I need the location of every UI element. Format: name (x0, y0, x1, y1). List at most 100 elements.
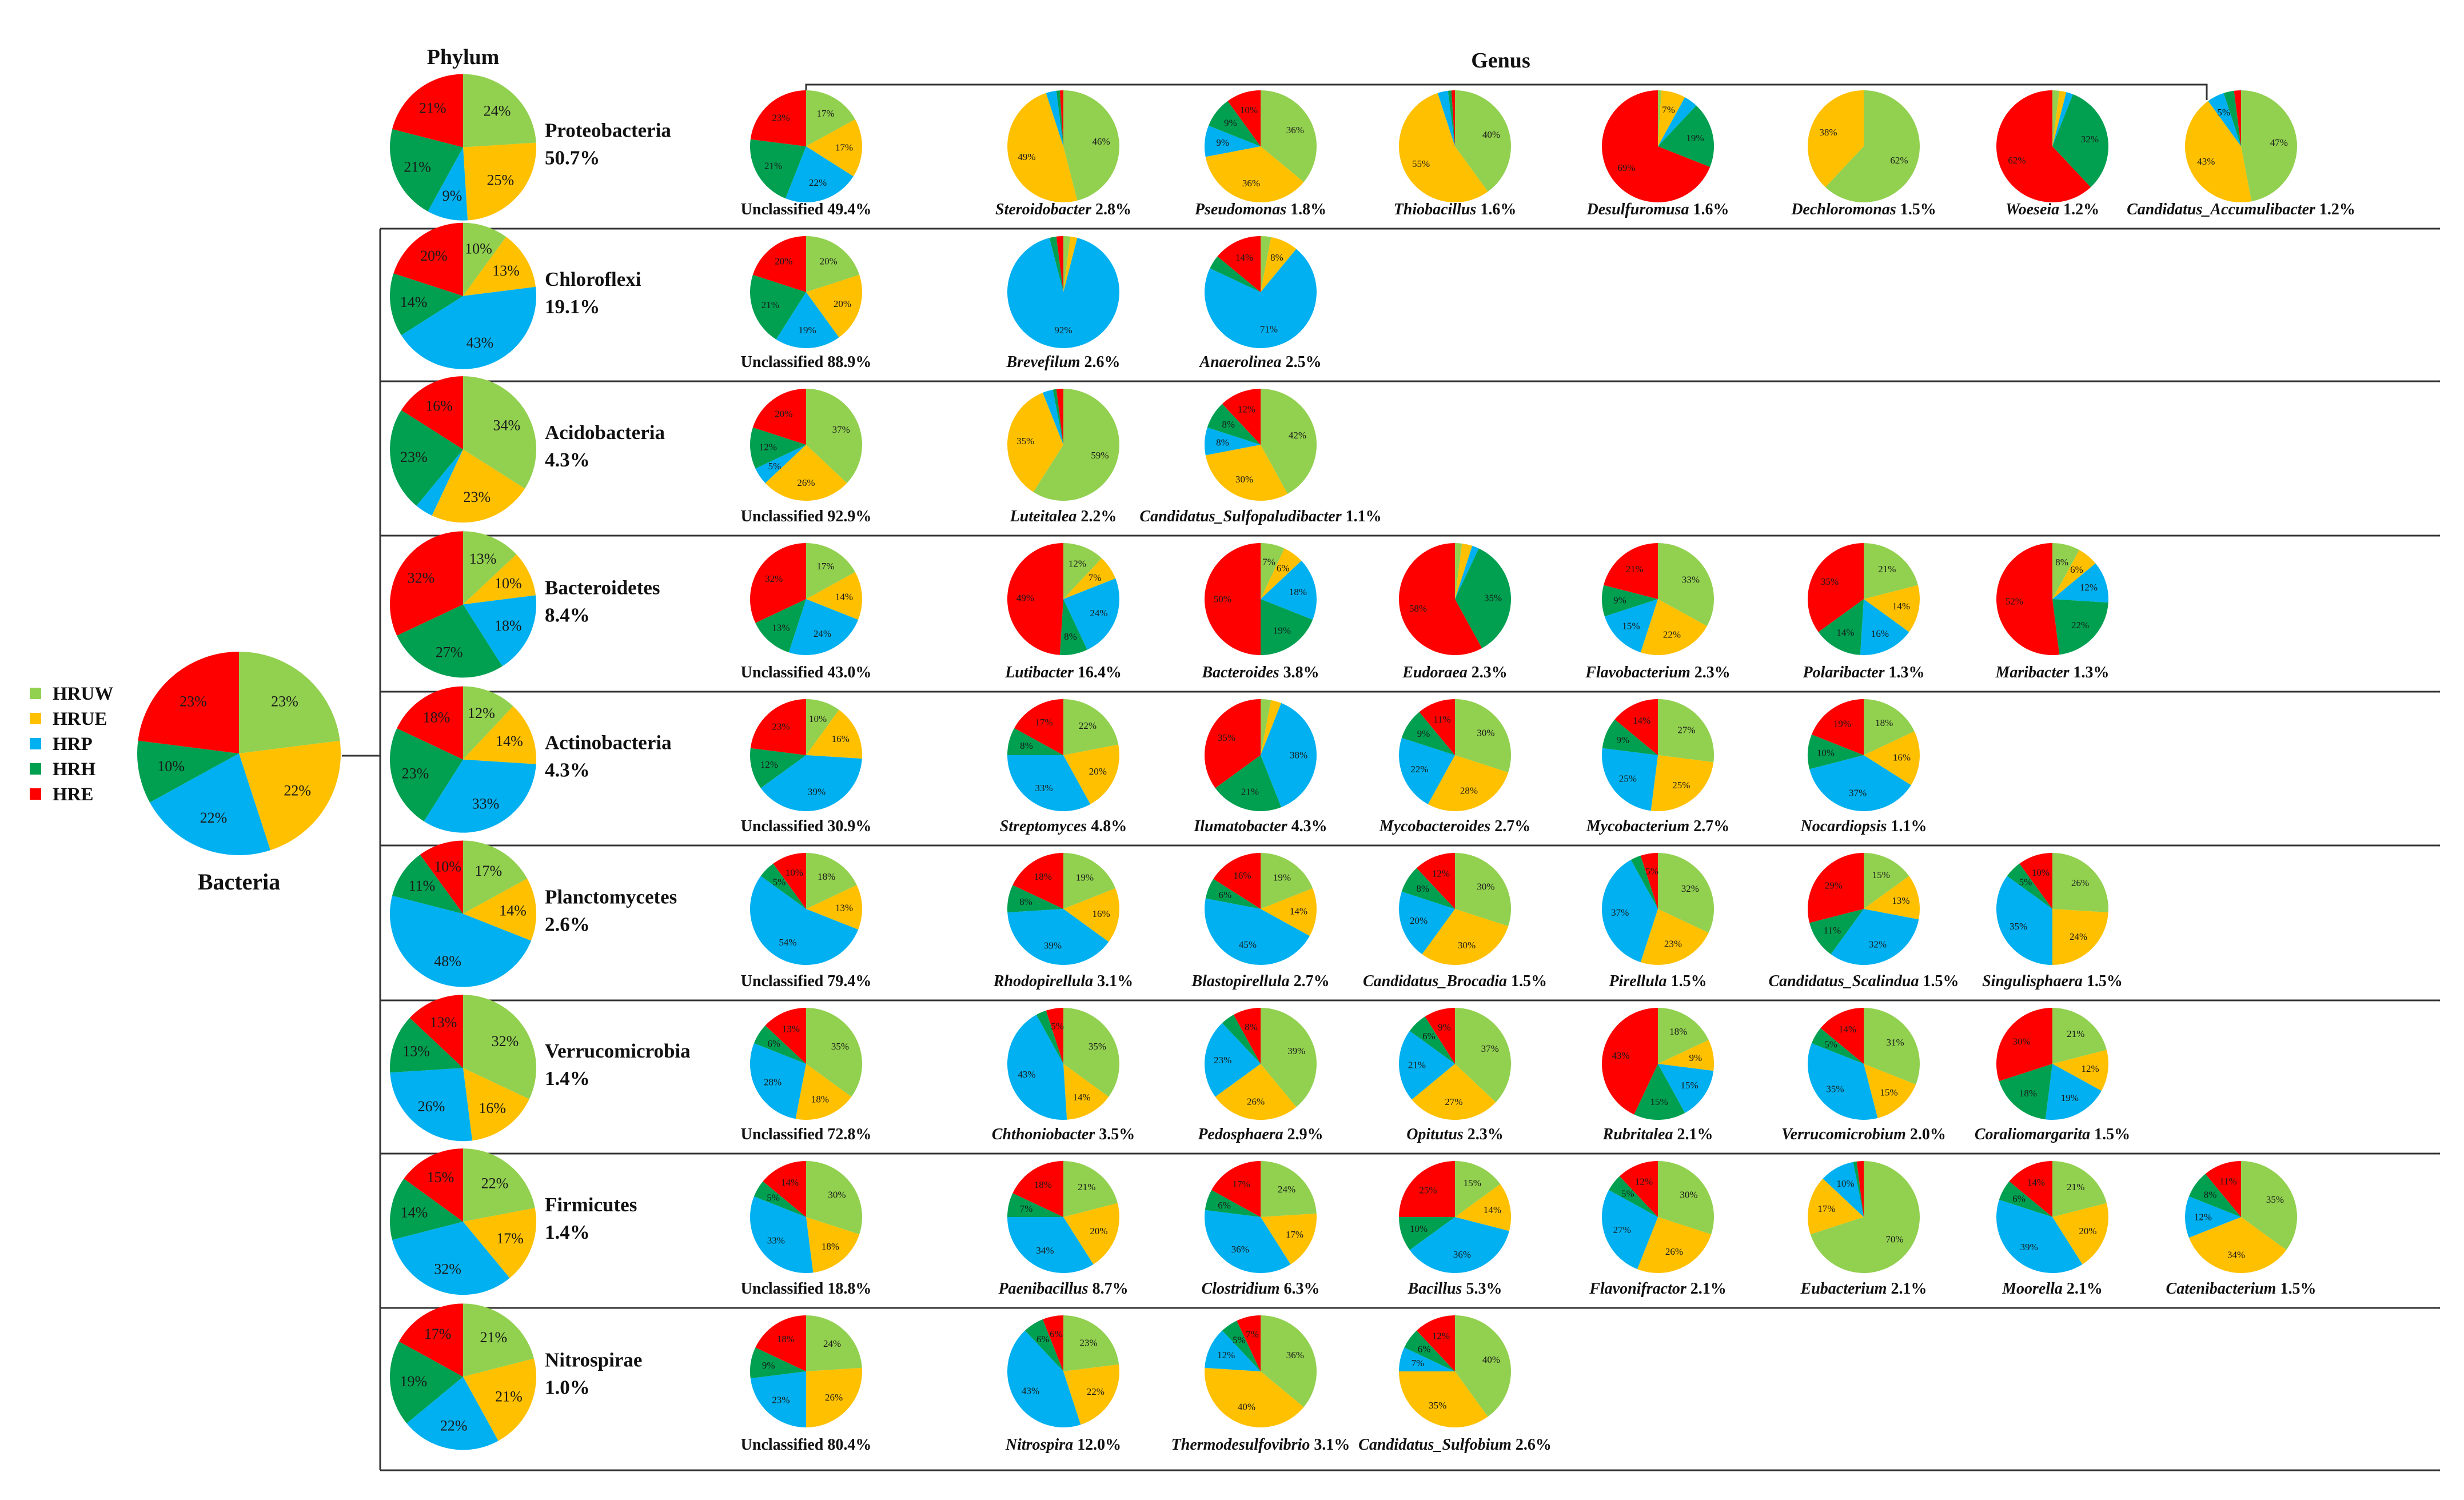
genus-name: Mycobacteroides (1379, 817, 1490, 835)
pie-slice-hrp (1823, 1162, 1864, 1217)
genus-share: 1.1% (1887, 817, 1927, 835)
slice-percent-label: 17% (1817, 1203, 1835, 1214)
genus-pie-unclassified: 10% 16% 39% 12% 23% (749, 699, 863, 811)
pie-slice-hrh (1222, 1321, 1261, 1371)
slice-percent-label: 35% (1826, 1084, 1844, 1095)
slice-percent-label: 59% (1091, 450, 1109, 461)
pie-slice-hrh (750, 427, 806, 469)
pie-slice-hruw (806, 389, 863, 484)
pie-slice-hrue (1063, 888, 1120, 942)
genus-label: Rhodopirellula 3.1% (993, 972, 1133, 990)
genus-share: 1.6% (1689, 201, 1729, 218)
slice-percent-label: 21% (1878, 564, 1896, 575)
genus-pie-unclassified: 30% 18% 33% 5%14% (749, 1161, 862, 1274)
slice-percent-label: 9% (1417, 728, 1430, 739)
pie-slice-hre (1059, 90, 1063, 146)
slice-percent-label: 8% (2204, 1189, 2217, 1200)
genus-share: 2.2% (1076, 508, 1117, 525)
pie-slice-hrh (749, 1347, 806, 1379)
slice-percent-label: 33% (472, 796, 500, 812)
slice-percent-label: 12% (1068, 558, 1086, 569)
slice-percent-label: 23% (1664, 939, 1682, 950)
genus-share: 30.9% (823, 817, 871, 835)
pie-slice-hrp (1604, 599, 1658, 653)
phylum-rows: 24%25%9%21%21%Proteobacteria50.7%17%17%2… (389, 74, 2355, 1454)
genus-share: 2.0% (1906, 1126, 1946, 1143)
genus-share: 1.5% (1896, 201, 1936, 218)
phylum-share: 1.4% (545, 1221, 590, 1243)
pie-slice-hre (1399, 543, 1482, 655)
slice-percent-label: 35% (1089, 1041, 1106, 1052)
pie-slice-hre (1012, 1161, 1063, 1217)
phylum-name: Planctomycetes (545, 886, 677, 908)
slice-percent-label: 17% (424, 1326, 452, 1342)
genus-label: Coraliomargarita 1.5% (1975, 1126, 2130, 1143)
genus-pie-bacteroides: 7%6% 18% 19% 50% (1205, 543, 1317, 655)
pie-slice-hrue (463, 1068, 529, 1141)
pie-slice-hruw (806, 543, 855, 599)
slice-percent-label: 10% (1410, 1223, 1428, 1234)
genus-name: Candidatus_Sulfobium (1358, 1436, 1512, 1454)
slice-percent-label: 8% (1270, 252, 1283, 263)
slice-percent-label: 25% (1672, 780, 1690, 791)
pie-slice-hrue (1455, 1184, 1511, 1231)
pie-slice-hruw (806, 853, 857, 909)
slice-percent-label: 22% (481, 1175, 509, 1192)
genus-share: 1.5% (1667, 972, 1707, 990)
pie-slice-hrp (1601, 1190, 1658, 1270)
slice-percent-label: 30% (1458, 940, 1476, 951)
slice-percent-label: 14% (781, 1177, 799, 1188)
pie-slice-hrue (1807, 90, 1864, 188)
slice-percent-label: 10% (1240, 105, 1258, 115)
slice-percent-label: 8% (1019, 896, 1032, 907)
pie-slice-hre (1614, 699, 1658, 755)
slice-percent-label: 21% (419, 99, 446, 116)
genus-pie-mycobacterium: 27% 25% 25% 9% 14% (1601, 699, 1715, 812)
slice-percent-label: 21% (1408, 1060, 1426, 1071)
phylum-share: 1.4% (545, 1067, 590, 1090)
genus-name: Flavonifractor (1589, 1280, 1687, 1298)
genus-share: 1.2% (2315, 201, 2355, 218)
slice-percent-label: 19% (1076, 872, 1094, 883)
pie-slice-hre (1217, 236, 1261, 292)
slice-percent-label: 9% (1438, 1022, 1451, 1033)
genus-pie-unclassified: 24% 26% 23% 9% 18% (749, 1315, 863, 1427)
pie-slice-hrp (1601, 748, 1658, 811)
pie-slice-hrh (1602, 719, 1658, 755)
slice-percent-label: 16% (832, 733, 850, 744)
genus-name: Eubacterium (1800, 1280, 1887, 1298)
slice-percent-label: 17% (1035, 717, 1053, 728)
legend-swatch-hruw (30, 688, 41, 699)
pie-slice-hre (1205, 543, 1261, 655)
pie-slice-hruw (2241, 90, 2297, 202)
slice-percent-label: 21% (2067, 1182, 2084, 1192)
slice-percent-label: 12% (2194, 1212, 2212, 1223)
pie-slice-hrp (1261, 703, 1317, 808)
pie-slice-hre (765, 1008, 806, 1064)
slice-percent-label: 7% (1089, 572, 1102, 583)
pie-slice-hrue (463, 1208, 536, 1278)
slice-percent-label: 18% (1034, 871, 1052, 882)
genus-name: Catenibacterium (2166, 1280, 2276, 1298)
pie-slice-hrp (1409, 1217, 1509, 1273)
slice-percent-label: 22% (1663, 629, 1681, 640)
genus-share: 2.3% (1690, 664, 1731, 681)
pie-slice-hrp (1204, 1210, 1291, 1273)
genus-share: 72.8% (823, 1126, 871, 1143)
pie-slice-hrh (1205, 879, 1261, 909)
pie-slice-hrh (1609, 1176, 1658, 1217)
slice-percent-label: 22% (284, 782, 311, 799)
genus-pie-pedosphaera: 39% 26% 23% 8% (1205, 1008, 1317, 1120)
slice-percent-label: 36% (1286, 125, 1304, 135)
slice-percent-label: 12% (760, 759, 778, 770)
pie-slice-hrue (1422, 909, 1509, 965)
slice-percent-label: 70% (1885, 1234, 1903, 1245)
pie-slice-hruw (1455, 853, 1511, 927)
slice-percent-label: 12% (2080, 582, 2098, 593)
pie-slice-hrue (806, 1367, 863, 1427)
genus-share: 1.2% (2059, 201, 2099, 218)
slice-percent-label: 6% (1219, 889, 1232, 900)
pie-slice-hrh (1401, 868, 1455, 909)
pie-slice-hrh (389, 410, 463, 506)
slice-percent-label: 21% (2067, 1028, 2084, 1039)
